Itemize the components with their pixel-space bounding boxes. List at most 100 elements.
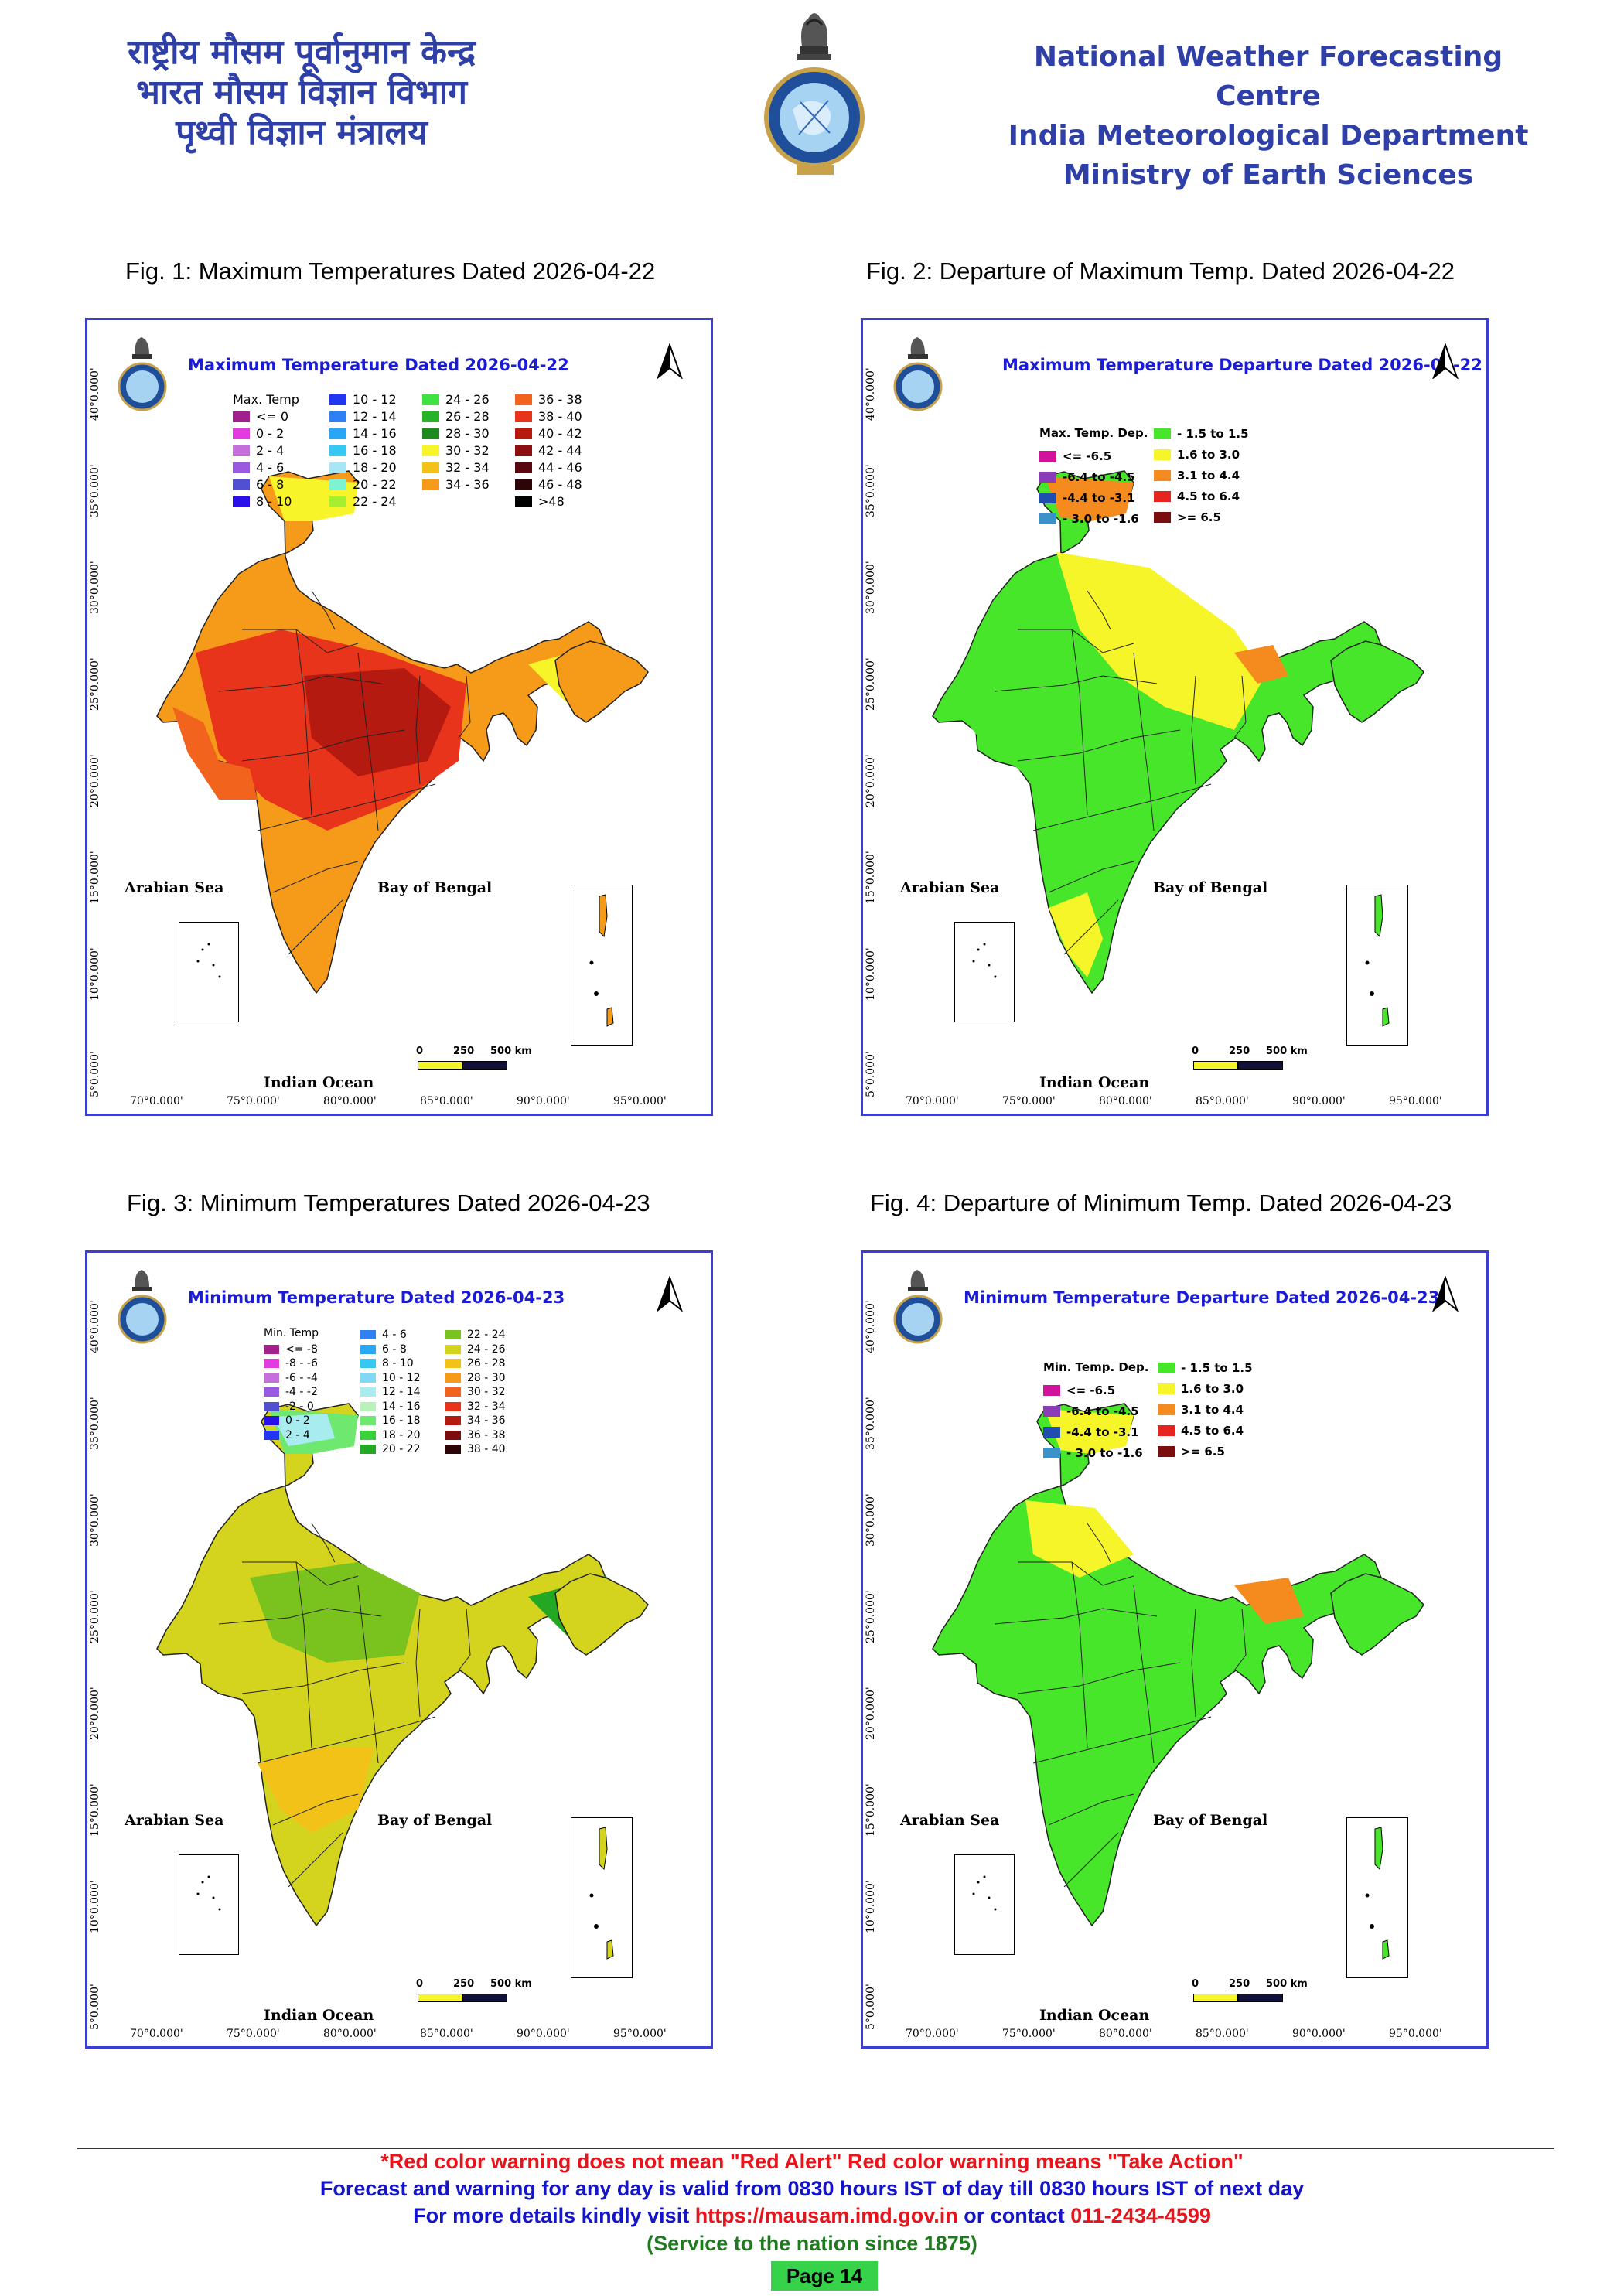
state-boundary xyxy=(272,861,359,893)
scale-bar: 0 250 500 km xyxy=(1192,1046,1323,1076)
legend-swatch xyxy=(1154,512,1171,523)
legend-title: Min. Temp. Dep. xyxy=(1043,1360,1149,1374)
legend-swatch xyxy=(1158,1404,1175,1415)
legend-label: 4.5 to 6.4 xyxy=(1177,490,1240,503)
longitude-label: 80°0.000' xyxy=(1099,2028,1152,2040)
latitude-label: 25°0.000' xyxy=(89,657,101,711)
legend-label: 16 - 18 xyxy=(382,1414,421,1427)
india-landmass xyxy=(156,1403,606,1927)
longitude-label: 80°0.000' xyxy=(323,1095,377,1107)
state-boundary xyxy=(1087,1523,1111,1563)
legend-label: 22 - 24 xyxy=(353,494,397,509)
fig3-min-temp-map: Minimum Temperature Dated 2026-04-23 Min.… xyxy=(85,1250,713,2049)
legend-swatch xyxy=(1043,1427,1060,1438)
latitude-label: 30°0.000' xyxy=(865,561,877,614)
scale-label: 250 xyxy=(1229,1978,1250,1990)
legend-swatch xyxy=(329,394,346,405)
legend-label: 2 - 4 xyxy=(256,443,285,458)
legend-label: 30 - 32 xyxy=(467,1386,506,1398)
legend-swatch xyxy=(360,1387,376,1397)
legend-label: 0 - 2 xyxy=(256,426,285,441)
legend-label: 30 - 32 xyxy=(445,443,490,458)
indian-ocean-label: Indian Ocean xyxy=(1039,1074,1150,1091)
latitude-label: 40°0.000' xyxy=(89,1300,101,1353)
state-boundary xyxy=(415,1608,421,1718)
state-boundary xyxy=(311,590,336,630)
latitude-label: 10°0.000' xyxy=(89,947,101,1001)
lakshadweep-inset xyxy=(179,922,239,1022)
legend-item: -2 - 0 xyxy=(264,1399,314,1414)
header-english-line-3: Ministry of Earth Sciences xyxy=(1063,159,1474,191)
legend-swatch xyxy=(360,1416,376,1425)
bay-of-bengal-label: Bay of Bengal xyxy=(1153,1812,1268,1829)
legend-label: -4 - -2 xyxy=(285,1386,318,1398)
legend-item: >= 6.5 xyxy=(1154,510,1221,525)
legend-swatch xyxy=(515,411,532,422)
legend-swatch xyxy=(422,428,439,439)
legend-swatch xyxy=(1154,449,1171,460)
scale-label: 250 xyxy=(1229,1046,1250,1057)
longitude-label: 70°0.000' xyxy=(906,2028,959,2040)
legend-item: 18 - 20 xyxy=(329,460,397,476)
scale-label: 0 xyxy=(416,1978,424,1990)
legend-item: 18 - 20 xyxy=(360,1428,421,1443)
latitude-label: 15°0.000' xyxy=(865,851,877,904)
state-boundary xyxy=(357,652,379,831)
fig2-caption: Fig. 2: Departure of Maximum Temp. Dated… xyxy=(866,258,1455,285)
legend-item: -6.4 to -4.5 xyxy=(1039,469,1135,485)
legend-label: 0 - 2 xyxy=(285,1414,310,1427)
longitude-label: 75°0.000' xyxy=(227,1095,280,1107)
legend-item: - 3.0 to -1.6 xyxy=(1043,1445,1143,1461)
legend-swatch xyxy=(515,496,532,507)
legend-item: 32 - 34 xyxy=(445,1399,506,1414)
scale-bar-segment xyxy=(1238,1994,1283,2002)
state-boundary xyxy=(1071,629,1088,816)
legend-swatch xyxy=(1039,513,1056,524)
legend-item: 8 - 10 xyxy=(233,494,292,510)
legend-item: 12 - 14 xyxy=(360,1384,421,1400)
longitude-label: 75°0.000' xyxy=(1002,1095,1056,1107)
latitude-label: 5°0.000' xyxy=(865,1984,877,2030)
state-boundary xyxy=(1018,1561,1134,1586)
northeast-region xyxy=(554,640,649,723)
legend-item: 42 - 44 xyxy=(515,443,582,459)
legend-label: >= 6.5 xyxy=(1177,510,1221,524)
legend-label: <= -8 xyxy=(285,1342,318,1356)
legend-item: -4 - -2 xyxy=(264,1384,318,1400)
legend-item: 4 - 6 xyxy=(360,1327,407,1342)
legend-swatch xyxy=(515,428,532,439)
legend-label: -6.4 to -4.5 xyxy=(1063,470,1135,484)
legend-swatch xyxy=(264,1416,279,1425)
legend-label: 4.5 to 6.4 xyxy=(1181,1424,1244,1438)
legend-swatch xyxy=(422,479,439,490)
legend-item: 14 - 16 xyxy=(360,1399,421,1414)
header-english-line-1: National Weather Forecasting Centre xyxy=(1033,41,1503,112)
state-boundary xyxy=(458,1608,471,1671)
legend-label: 6 - 8 xyxy=(256,477,285,492)
legend-swatch xyxy=(1043,1385,1060,1396)
header-hindi-line-1: राष्ट्रीय मौसम पूर्वानुमान केन्द्र xyxy=(128,32,476,72)
legend-item: 4.5 to 6.4 xyxy=(1158,1423,1244,1438)
legend-label: 18 - 20 xyxy=(353,460,397,475)
fig1-max-temp-map: Maximum Temperature Dated 2026-04-22 Max.… xyxy=(85,318,713,1116)
legend-label: 8 - 10 xyxy=(256,494,292,509)
legend-swatch xyxy=(422,394,439,405)
northeast-region xyxy=(1330,640,1424,723)
fig3-caption: Fig. 3: Minimum Temperatures Dated 2026-… xyxy=(127,1189,650,1216)
legend-item: - 1.5 to 1.5 xyxy=(1158,1360,1253,1376)
longitude-label: 90°0.000' xyxy=(517,1095,570,1107)
legend-item: 28 - 30 xyxy=(422,426,490,442)
indian-ocean-label: Indian Ocean xyxy=(1039,2007,1150,2024)
india-map xyxy=(932,1403,1424,1927)
legend-swatch xyxy=(445,1401,461,1411)
legend-label: 38 - 40 xyxy=(538,409,582,424)
legend-item: 32 - 34 xyxy=(422,460,490,476)
legend-label: 36 - 38 xyxy=(467,1428,506,1441)
footer-website-link[interactable]: https://mausam.imd.gov.in xyxy=(694,2204,958,2227)
legend-item: -4.4 to -3.1 xyxy=(1039,490,1135,506)
legend-item: 26 - 28 xyxy=(422,409,490,425)
latitude-label: 25°0.000' xyxy=(865,1590,877,1643)
legend-swatch xyxy=(445,1416,461,1425)
scale-label: 250 xyxy=(453,1046,475,1057)
legend-swatch xyxy=(1158,1425,1175,1436)
